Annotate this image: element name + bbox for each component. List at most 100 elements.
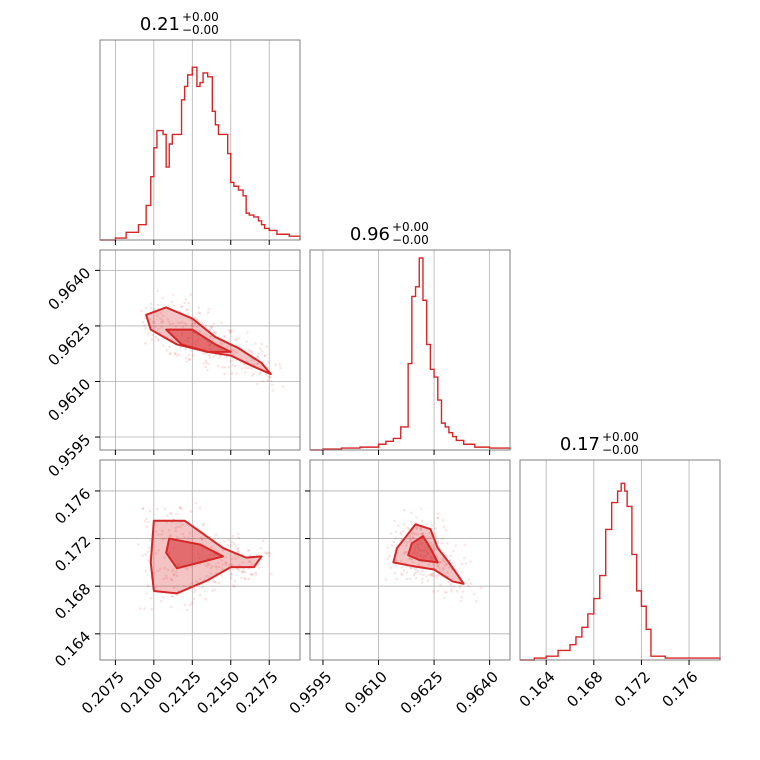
scatter-point bbox=[171, 293, 175, 297]
scatter-point bbox=[154, 335, 158, 339]
scatter-point bbox=[224, 561, 228, 564]
scatter-point bbox=[229, 348, 233, 351]
scatter-point bbox=[210, 326, 214, 329]
scatter-point bbox=[436, 564, 439, 568]
scatter-point bbox=[209, 335, 212, 339]
scatter-point bbox=[200, 538, 204, 541]
scatter-point bbox=[215, 571, 218, 574]
scatter-point bbox=[189, 565, 193, 569]
scatter-point bbox=[436, 574, 439, 577]
scatter-point bbox=[196, 318, 199, 322]
scatter-point bbox=[141, 507, 145, 510]
scatter-point bbox=[212, 322, 216, 326]
scatter-point bbox=[256, 355, 259, 359]
scatter-point bbox=[248, 560, 251, 563]
scatter-point bbox=[220, 574, 224, 578]
scatter-point bbox=[393, 571, 397, 575]
scatter-point bbox=[143, 324, 147, 327]
scatter-point bbox=[246, 331, 249, 334]
scatter-point bbox=[223, 540, 226, 543]
scatter-point bbox=[212, 336, 215, 340]
scatter-point bbox=[246, 549, 250, 552]
scatter-point bbox=[267, 360, 271, 364]
scatter-point bbox=[419, 526, 422, 530]
scatter-point bbox=[425, 522, 429, 526]
scatter-point bbox=[190, 324, 194, 327]
scatter-point bbox=[161, 319, 164, 322]
scatter-point bbox=[399, 572, 403, 575]
scatter-point bbox=[181, 523, 184, 527]
scatter-point bbox=[202, 361, 205, 365]
scatter-point bbox=[427, 532, 431, 535]
scatter-point bbox=[250, 350, 254, 353]
scatter-point bbox=[147, 332, 151, 335]
scatter-point bbox=[467, 578, 470, 582]
scatter-point bbox=[184, 347, 188, 351]
scatter-point bbox=[187, 536, 190, 540]
scatter-point bbox=[157, 327, 160, 331]
scatter-point bbox=[173, 352, 177, 356]
scatter-point bbox=[408, 534, 412, 538]
scatter-point bbox=[446, 542, 449, 545]
histogram-series bbox=[310, 257, 511, 451]
scatter-point bbox=[258, 372, 261, 376]
y-tick-label: 0.9640 bbox=[45, 264, 95, 314]
scatter-point bbox=[143, 316, 147, 320]
y-tick-label: 0.9625 bbox=[45, 320, 95, 370]
scatter-point bbox=[183, 535, 186, 539]
scatter-point bbox=[189, 349, 193, 352]
scatter-panel-0-2 bbox=[95, 459, 301, 665]
scatter-point bbox=[408, 577, 412, 581]
scatter-point bbox=[405, 541, 408, 544]
scatter-point bbox=[144, 553, 147, 556]
scatter-point bbox=[404, 544, 408, 547]
scatter-point bbox=[260, 342, 264, 346]
scatter-point bbox=[428, 573, 431, 577]
x-tick-label: 0.9640 bbox=[452, 668, 502, 718]
scatter-point bbox=[231, 584, 235, 587]
scatter-point bbox=[441, 518, 445, 522]
scatter-point bbox=[235, 372, 238, 375]
scatter-point bbox=[150, 338, 154, 341]
scatter-point bbox=[229, 329, 232, 333]
scatter-point bbox=[219, 558, 223, 562]
scatter-point bbox=[460, 562, 464, 566]
scatter-point bbox=[195, 580, 198, 583]
scatter-point bbox=[419, 526, 422, 530]
x-tick-label: 0.164 bbox=[516, 668, 559, 711]
scatter-point bbox=[149, 596, 153, 600]
scatter-point bbox=[162, 538, 165, 541]
scatter-point bbox=[189, 293, 192, 296]
scatter-point bbox=[442, 566, 445, 570]
scatter-point bbox=[412, 573, 416, 577]
scatter-point bbox=[230, 540, 234, 544]
scatter-point bbox=[138, 607, 142, 610]
scatter-point bbox=[214, 564, 218, 568]
scatter-point bbox=[265, 552, 269, 556]
scatter-point bbox=[209, 335, 213, 338]
scatter-point bbox=[394, 536, 397, 540]
scatter-point bbox=[178, 321, 182, 325]
scatter-point bbox=[267, 375, 271, 379]
scatter-point bbox=[236, 550, 240, 554]
scatter-point bbox=[156, 289, 160, 293]
panel-frame bbox=[99, 459, 301, 661]
scatter-point bbox=[248, 549, 251, 552]
scatter-point bbox=[229, 572, 233, 576]
scatter-point bbox=[197, 311, 200, 315]
scatter-point bbox=[153, 321, 156, 324]
y-tick-label: 0.168 bbox=[51, 580, 94, 623]
scatter-point bbox=[255, 362, 259, 366]
scatter-point bbox=[460, 595, 464, 599]
scatter-point bbox=[158, 567, 162, 571]
scatter-point bbox=[410, 520, 413, 524]
scatter-point bbox=[267, 551, 271, 555]
scatter-point bbox=[425, 575, 428, 578]
scatter-point bbox=[241, 570, 244, 573]
scatter-point bbox=[384, 578, 387, 581]
scatter-point bbox=[217, 581, 221, 585]
scatter-point bbox=[217, 364, 220, 368]
scatter-point bbox=[149, 538, 152, 542]
scatter-point bbox=[394, 530, 398, 533]
scatter-point bbox=[149, 306, 153, 309]
